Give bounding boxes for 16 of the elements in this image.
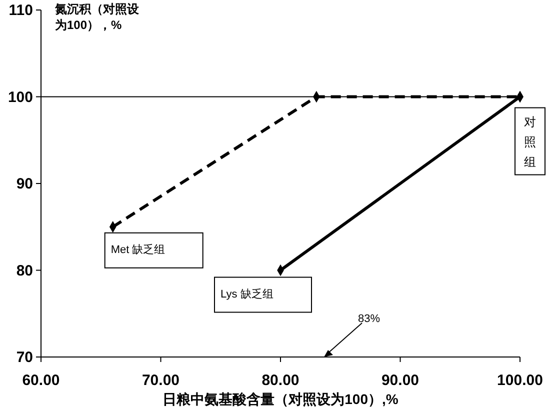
annotation: Lys 缺乏组 — [220, 287, 274, 300]
annotation: 83% — [358, 313, 380, 325]
annotation: Met 缺乏组 — [110, 242, 166, 256]
x-tick-label: 100.00 — [497, 372, 543, 389]
x-tick-label: 60.00 — [22, 372, 60, 389]
x-tick-label: 80.00 — [262, 372, 300, 389]
annotation: 对照组 — [524, 114, 536, 169]
x-axis-title: 日粮中氨基酸含量（对照设为100）,% — [162, 391, 399, 407]
y-tick-label: 100 — [8, 88, 33, 106]
x-tick-label: 70.00 — [142, 372, 180, 389]
y-axis-title: 氮沉积（对照设为100），% — [54, 2, 140, 32]
y-tick-label: 90 — [16, 176, 33, 192]
x-tick-label: 90.00 — [381, 372, 420, 389]
y-tick-label: 80 — [16, 262, 33, 280]
y-tick-label: 110 — [8, 2, 33, 19]
y-tick-label: 70 — [16, 349, 33, 366]
